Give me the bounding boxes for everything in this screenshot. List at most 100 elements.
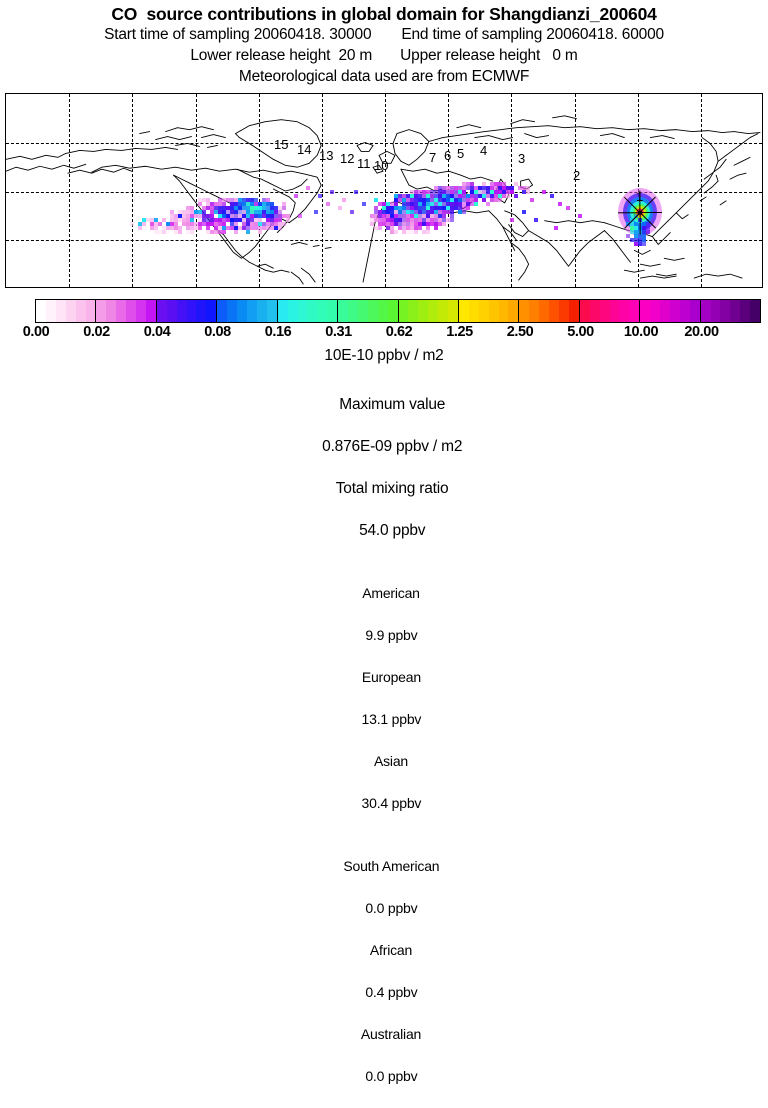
colorbar-step: [720, 300, 731, 322]
colorbar-step: [599, 300, 610, 322]
concentration-cell: [206, 214, 210, 218]
concentration-cell: [182, 210, 186, 214]
concentration-cell: [534, 218, 538, 222]
concentration-cell: [154, 230, 158, 234]
concentration-cell: [630, 238, 634, 242]
concentration-cell: [502, 186, 506, 190]
concentration-cell: [466, 186, 470, 190]
concentration-cell: [202, 218, 206, 222]
colorbar-step: [256, 300, 267, 322]
concentration-cell: [426, 202, 430, 206]
concentration-cell: [202, 206, 206, 210]
colorbar-step: [106, 300, 117, 322]
concentration-cell: [490, 194, 494, 198]
colorbar-step: [468, 300, 479, 322]
concentration-cell: [398, 222, 402, 226]
concentration-cell: [394, 206, 398, 210]
concentration-cell: [498, 186, 502, 190]
concentration-cell: [170, 210, 174, 214]
concentration-cell: [438, 206, 442, 210]
concentration-cell: [166, 230, 170, 234]
concentration-cell: [178, 214, 182, 218]
colorbar-step: [529, 300, 540, 322]
concentration-cell: [510, 218, 514, 222]
colorbar-step: [428, 300, 439, 322]
concentration-cell: [458, 186, 462, 190]
concentration-cell: [222, 202, 226, 206]
concentration-cell: [442, 186, 446, 190]
concentration-cell: [234, 226, 238, 230]
concentration-cell: [370, 222, 374, 226]
concentration-cell: [210, 202, 214, 206]
concentration-cell: [246, 202, 250, 206]
concentration-cell: [478, 190, 482, 194]
start-time-label: Start time of sampling: [104, 26, 250, 43]
concentration-cell: [470, 202, 474, 206]
concentration-cell: [210, 218, 214, 222]
concentration-cell: [278, 210, 282, 214]
concentration-cell: [166, 226, 170, 230]
concentration-cell: [350, 210, 354, 214]
concentration-cell: [402, 230, 406, 234]
concentration-cell: [490, 186, 494, 190]
total-mixing-ratio-value: 54.0 ppbv: [359, 522, 426, 539]
concentration-cell: [250, 218, 254, 222]
concentration-cell: [214, 226, 218, 230]
concentration-cell: [474, 186, 478, 190]
concentration-cell: [206, 218, 210, 222]
colorbar-step: [297, 300, 308, 322]
concentration-cell: [394, 230, 398, 234]
concentration-cell: [178, 226, 182, 230]
region-name-asian: Asian: [373, 753, 409, 769]
concentration-cell: [646, 226, 650, 230]
concentration-cell: [426, 194, 430, 198]
concentration-cell: [230, 202, 234, 206]
concentration-cell: [398, 194, 402, 198]
concentration-cell: [370, 214, 374, 218]
concentration-cell: [158, 222, 162, 226]
concentration-cell: [414, 210, 418, 214]
concentration-cell: [190, 226, 194, 230]
concentration-cell: [430, 218, 434, 222]
colorbar-segment-3: [217, 300, 278, 322]
colorbar-step: [206, 300, 217, 322]
concentration-cell: [282, 202, 286, 206]
concentration-cell: [246, 206, 250, 210]
concentration-cell: [542, 190, 546, 194]
concentration-cell: [406, 194, 410, 198]
concentration-cell: [270, 202, 274, 206]
concentration-cell: [426, 210, 430, 214]
concentration-cell: [266, 222, 270, 226]
colorbar-tick-10: 10.00: [623, 324, 659, 340]
region-value-european: 13.1 ppbv: [361, 711, 422, 727]
concentration-cell: [442, 210, 446, 214]
concentration-cell: [186, 206, 190, 210]
concentration-cell: [506, 186, 510, 190]
lower-release-label: Lower release height: [190, 47, 331, 64]
concentration-cell: [498, 190, 502, 194]
colorbar-step: [65, 300, 76, 322]
region-row-1: American 9.9 ppbv European 13.1 ppbv Asi…: [0, 562, 768, 835]
concentration-cell: [418, 198, 422, 202]
concentration-cell: [446, 206, 450, 210]
upper-release-value: 0 m: [552, 47, 578, 64]
lower-release-value: 20 m: [338, 47, 373, 64]
concentration-cell: [214, 230, 218, 234]
concentration-cell: [226, 218, 230, 222]
concentration-cell: [402, 210, 406, 214]
concentration-cell: [638, 238, 642, 242]
concentration-cell: [202, 214, 206, 218]
concentration-cell: [422, 222, 426, 226]
colorbar-step: [549, 300, 559, 322]
concentration-cell: [374, 198, 378, 202]
met-data-line: Meteorological data used are from ECMWF: [238, 68, 530, 85]
colorbar-step: [377, 300, 388, 322]
concentration-cell: [178, 210, 182, 214]
colorbar-segment-4: [277, 300, 339, 322]
concentration-cell: [466, 198, 470, 202]
concentration-cell: [326, 202, 330, 206]
concentration-cell: [218, 198, 222, 202]
concentration-cell: [382, 202, 386, 206]
concentration-cell: [414, 190, 418, 194]
colorbar-step: [498, 300, 509, 322]
